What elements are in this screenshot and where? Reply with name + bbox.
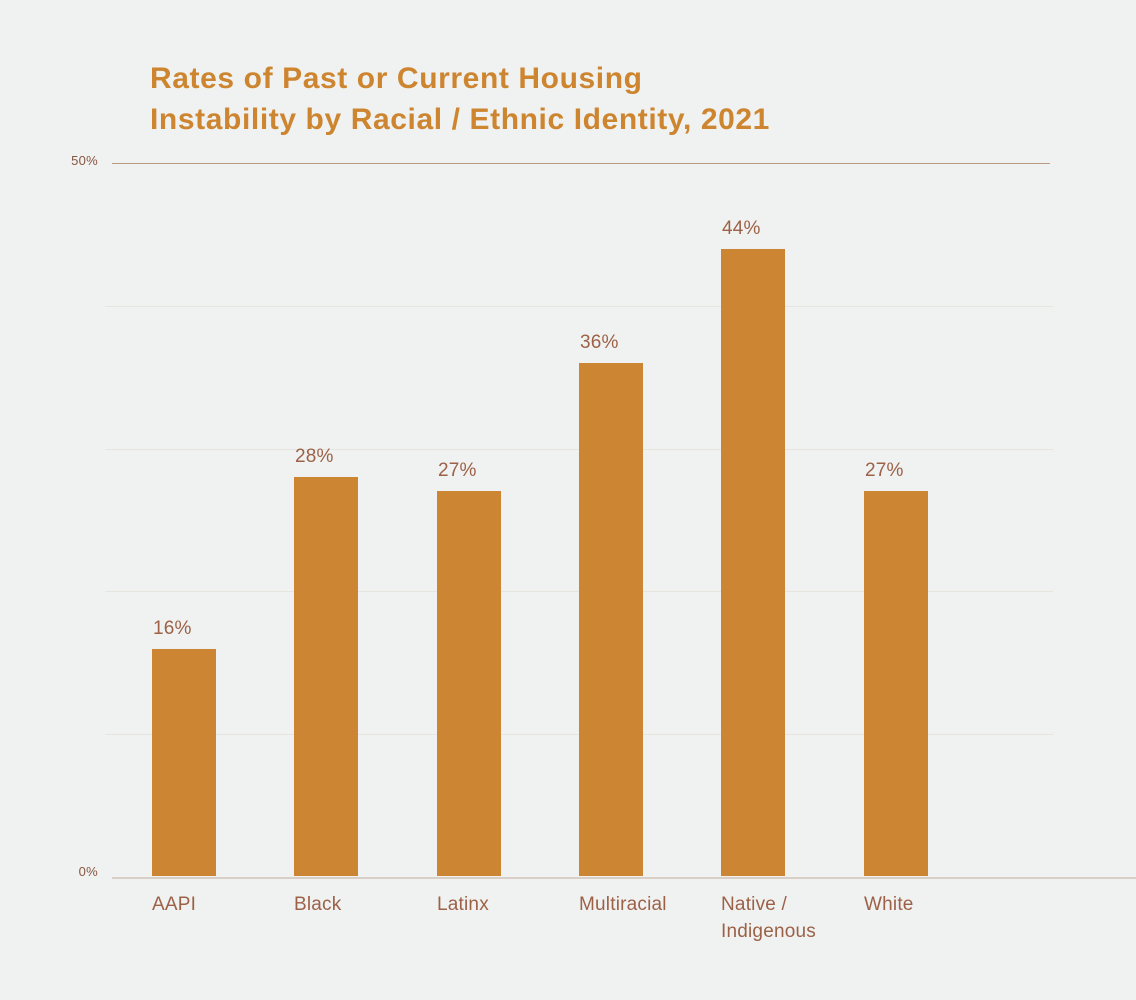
bar-latinx bbox=[437, 491, 501, 876]
category-label-latinx: Latinx bbox=[437, 894, 489, 915]
bar-native-indigenous bbox=[721, 249, 785, 876]
gridline-50 bbox=[112, 163, 1050, 164]
category-label-aapi: AAPI bbox=[152, 894, 197, 915]
gridline-40 bbox=[105, 306, 1053, 307]
bar-value-aapi: 16% bbox=[153, 618, 192, 639]
y-axis-tick-0: 0% bbox=[78, 864, 98, 879]
bar-black bbox=[294, 477, 358, 876]
category-label-native-indigenous: Native / Indigenous bbox=[721, 894, 816, 942]
chart-title-line-1: Rates of Past or Current Housing bbox=[150, 62, 643, 95]
bar-multiracial bbox=[579, 363, 643, 876]
bar-white bbox=[864, 491, 928, 876]
bar-value-multiracial: 36% bbox=[580, 332, 619, 353]
chart-title: Rates of Past or Current Housing Instabi… bbox=[150, 58, 770, 140]
chart-title-line-2: Instability by Racial / Ethnic Identity,… bbox=[150, 103, 770, 136]
y-axis-tick-50: 50% bbox=[71, 153, 98, 168]
category-label-multiracial: Multiracial bbox=[579, 894, 667, 915]
bar-value-latinx: 27% bbox=[438, 460, 477, 481]
category-label-white: White bbox=[864, 894, 914, 915]
bar-value-black: 28% bbox=[295, 446, 334, 467]
bar-value-native-indigenous: 44% bbox=[722, 218, 761, 239]
bar-value-white: 27% bbox=[865, 460, 904, 481]
category-label-black: Black bbox=[294, 894, 342, 915]
bar-aapi bbox=[152, 649, 216, 876]
x-axis-line bbox=[112, 877, 1136, 879]
